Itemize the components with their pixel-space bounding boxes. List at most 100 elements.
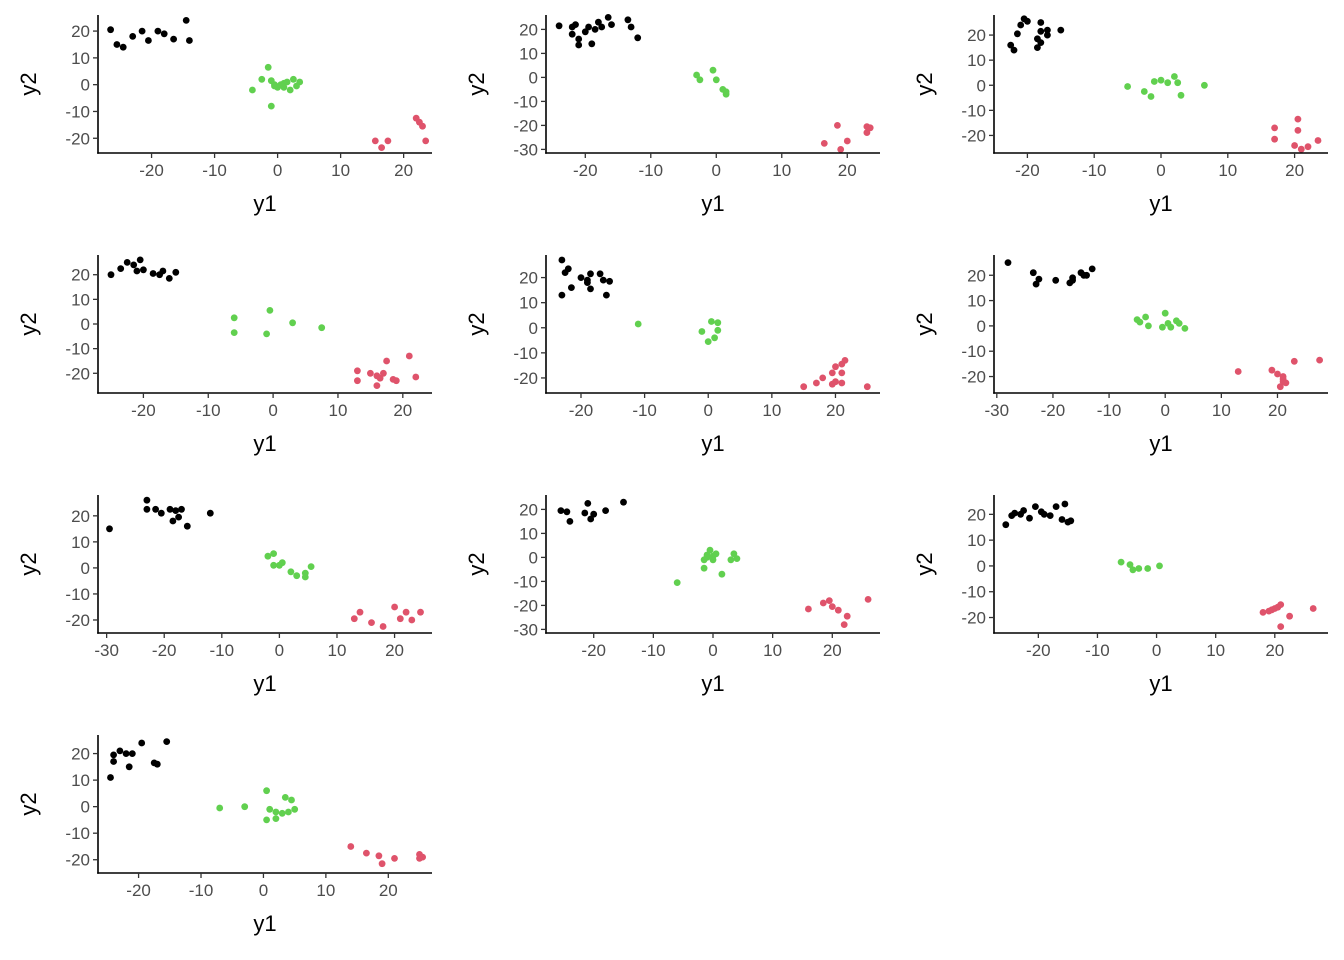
data-point bbox=[286, 86, 294, 94]
y-tick-label: 20 bbox=[519, 20, 538, 39]
data-point bbox=[1156, 562, 1163, 570]
data-point bbox=[1157, 76, 1165, 84]
y-axis-title: y2 bbox=[464, 312, 489, 335]
x-axis-title: y1 bbox=[1149, 191, 1172, 216]
y-tick-label: -20 bbox=[513, 116, 538, 135]
data-point bbox=[1040, 510, 1048, 518]
data-point bbox=[1037, 39, 1045, 46]
data-point bbox=[1144, 565, 1152, 572]
data-point bbox=[620, 498, 627, 506]
data-point bbox=[113, 41, 121, 48]
data-point bbox=[136, 256, 144, 264]
series-2 bbox=[1124, 73, 1208, 100]
series-1 bbox=[107, 738, 171, 781]
data-point bbox=[1294, 115, 1302, 123]
y-tick-label: 10 bbox=[71, 771, 90, 790]
y-tick-label: 20 bbox=[967, 266, 986, 285]
x-tick-label: -30 bbox=[985, 401, 1010, 420]
data-point bbox=[634, 320, 642, 328]
data-point bbox=[587, 285, 594, 293]
data-point bbox=[169, 517, 177, 525]
data-point bbox=[1142, 313, 1149, 321]
data-point bbox=[378, 860, 386, 868]
x-tick-label: 20 bbox=[379, 881, 398, 900]
x-tick-label: 20 bbox=[1285, 161, 1304, 180]
x-tick-label: 20 bbox=[1265, 641, 1284, 660]
data-point bbox=[296, 78, 304, 86]
y-tick-label: -20 bbox=[961, 126, 986, 145]
series-3 bbox=[347, 843, 426, 868]
data-point bbox=[838, 379, 846, 387]
x-tick-label: 10 bbox=[762, 401, 781, 420]
data-point bbox=[110, 751, 117, 759]
data-point bbox=[368, 619, 375, 626]
data-point bbox=[172, 507, 180, 514]
data-point bbox=[568, 284, 575, 291]
data-point bbox=[1259, 609, 1267, 616]
data-point bbox=[116, 747, 124, 755]
x-tick-label: -10 bbox=[202, 161, 227, 180]
data-point bbox=[138, 739, 146, 747]
series-3 bbox=[1259, 601, 1317, 630]
x-tick-label: -20 bbox=[1015, 161, 1040, 180]
y-tick-label: 10 bbox=[519, 524, 538, 543]
y-tick-label: 20 bbox=[967, 505, 986, 524]
y-tick-label: -20 bbox=[65, 851, 90, 870]
data-point bbox=[1014, 30, 1021, 38]
data-point bbox=[588, 40, 596, 48]
data-point bbox=[813, 379, 820, 387]
scatter-panel-4: -20 -10 0 10 20 -20 -10 0 10 20 y1 y2 bbox=[16, 255, 432, 456]
y-tick-label: 10 bbox=[71, 533, 90, 552]
data-point bbox=[1268, 606, 1276, 614]
x-tick-label: 10 bbox=[1218, 161, 1237, 180]
data-point bbox=[175, 513, 183, 521]
y-tick-label: -10 bbox=[65, 340, 90, 359]
data-point bbox=[1032, 280, 1040, 288]
data-point bbox=[832, 378, 839, 386]
series-2 bbox=[693, 66, 730, 98]
series-2 bbox=[1117, 558, 1163, 574]
data-point bbox=[165, 275, 173, 282]
x-tick-label: -20 bbox=[126, 881, 151, 900]
data-point bbox=[417, 608, 424, 616]
x-axis-title: y1 bbox=[253, 431, 276, 456]
x-tick-label: -20 bbox=[1026, 641, 1051, 660]
x-tick-label: 0 bbox=[275, 641, 284, 660]
data-point bbox=[1140, 88, 1148, 95]
data-point bbox=[380, 369, 387, 377]
data-point bbox=[1052, 276, 1060, 284]
data-point bbox=[290, 75, 297, 83]
x-tick-label: 20 bbox=[385, 641, 404, 660]
data-point bbox=[122, 750, 130, 757]
data-point bbox=[722, 88, 730, 96]
data-point bbox=[107, 26, 114, 34]
data-point bbox=[866, 124, 874, 132]
data-point bbox=[1286, 612, 1293, 620]
data-point bbox=[566, 518, 574, 525]
data-point bbox=[563, 508, 571, 516]
data-point bbox=[347, 843, 355, 850]
data-point bbox=[263, 330, 270, 338]
y-tick-label: 20 bbox=[71, 266, 90, 285]
data-point bbox=[1277, 623, 1285, 630]
x-tick-label: 10 bbox=[316, 881, 335, 900]
series-1 bbox=[555, 14, 642, 49]
data-point bbox=[805, 605, 812, 613]
data-point bbox=[153, 760, 161, 768]
data-point bbox=[627, 23, 635, 31]
data-point bbox=[307, 563, 315, 570]
y-tick-label: 20 bbox=[71, 507, 90, 526]
data-point bbox=[178, 505, 185, 513]
y-tick-label: -10 bbox=[65, 585, 90, 604]
data-point bbox=[266, 805, 274, 813]
y-tick-label: -20 bbox=[513, 369, 538, 388]
data-point bbox=[1083, 271, 1090, 279]
x-tick-label: -20 bbox=[1041, 401, 1066, 420]
data-point bbox=[249, 86, 256, 94]
y-tick-label: 20 bbox=[71, 745, 90, 764]
y-tick-label: -10 bbox=[513, 92, 538, 111]
data-point bbox=[1129, 566, 1137, 574]
data-point bbox=[843, 612, 851, 620]
data-point bbox=[163, 738, 171, 745]
